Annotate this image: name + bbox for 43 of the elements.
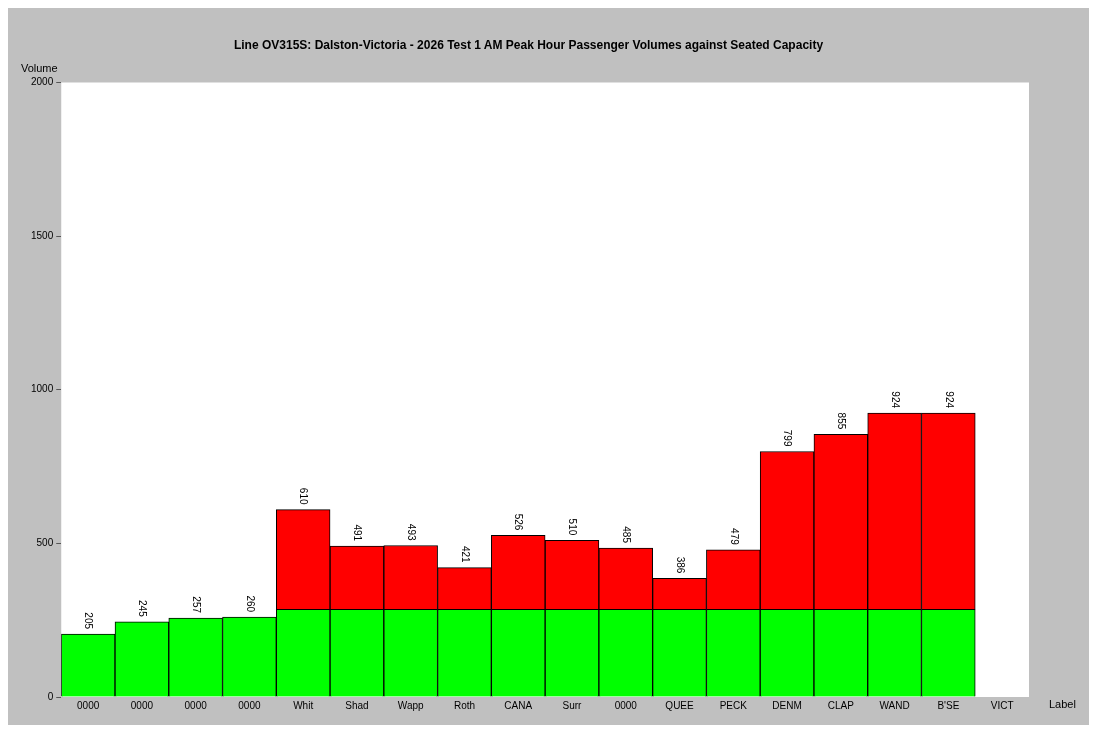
y-tick-label: 0 [47,690,54,702]
x-tick-label: Whit [293,699,314,711]
x-tick-label: Shad [345,699,369,711]
total-label: 799 [782,429,794,447]
total-label: 510 [567,518,579,536]
x-tick-label: Surr [562,699,583,711]
x-tick-label: VICT [990,699,1014,711]
x-tick-label: CANA [504,699,533,711]
x-tick-label: 0000 [184,699,208,711]
x-tick-label: 0000 [614,699,638,711]
total-label: 485 [621,526,633,544]
x-tick-label: B'SE [937,699,960,711]
y-tick-label: 500 [36,537,54,549]
x-tick-label: CLAP [827,699,855,711]
x-tick-label: PECK [719,699,748,711]
x-tick-label: 0000 [238,699,261,711]
x-axis-title: Label [1049,698,1076,711]
total-label: 479 [728,528,740,546]
x-tick-label: DENM [772,699,802,711]
x-tick-label: QUEE [665,699,695,711]
x-tick-label: Roth [453,699,476,711]
total-label: 205 [83,612,95,630]
x-tick-label: WAND [879,699,910,711]
total-label: 855 [836,412,848,430]
y-tick-label: 1500 [31,229,54,241]
total-label: 421 [459,545,471,564]
y-tick-label: 1000 [31,383,54,395]
y-axis-title: Volume [20,61,58,74]
total-label: 245 [137,600,149,618]
y-tick-label: 2000 [31,76,54,88]
total-label: 491 [352,524,364,542]
total-label: 924 [889,391,901,409]
total-label: 610 [298,487,310,505]
x-tick-label: 0000 [77,699,100,711]
chart-title: Line OV315S: Dalston-Victoria - 2026 Test 1 AM Peak Hour Passenger Volumes against Seated Capacity [233,37,824,52]
x-tick-label: Wapp [397,699,425,711]
total-label: 257 [190,596,202,614]
total-label: 493 [405,523,417,541]
total-label: 526 [513,513,525,531]
total-label: 386 [674,556,686,574]
x-tick-label: 0000 [130,699,154,711]
total-label: 924 [943,391,955,409]
total-label: 260 [244,595,256,613]
